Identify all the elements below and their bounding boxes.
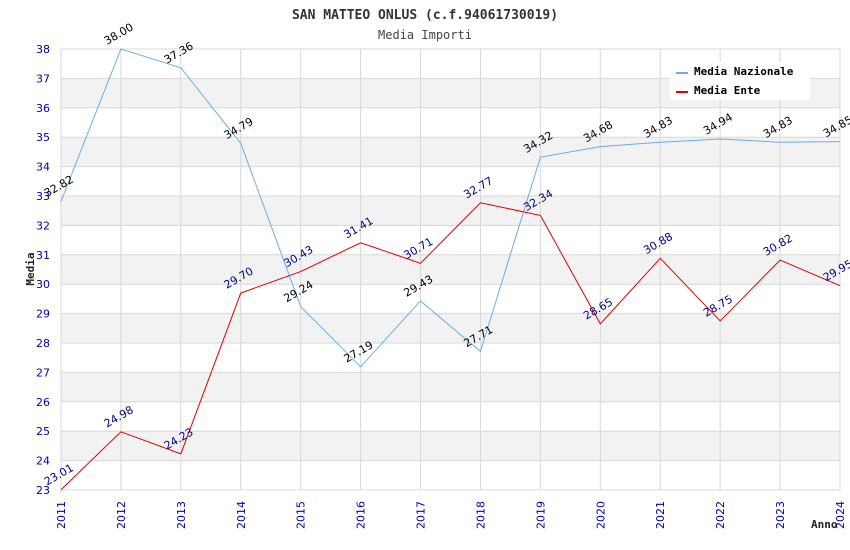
x-axis-label: Anno (811, 518, 838, 531)
y-tick-label: 33 (36, 190, 50, 203)
x-tick-label: 2019 (534, 501, 547, 529)
data-label-naz: 34.85 (821, 113, 850, 140)
grid-band (61, 196, 840, 226)
x-tick-label: 2022 (714, 501, 727, 529)
series-lines (60, 48, 841, 491)
y-axis-ticks: 23 24 25 26 27 28 29 30 31 32 33 34 35 36 37 38 (36, 43, 50, 497)
x-tick-label: 2013 (175, 501, 188, 529)
y-tick-label: 28 (36, 337, 50, 350)
x-tick-label: 2021 (654, 501, 667, 529)
y-tick-label: 32 (36, 219, 50, 232)
x-tick-label: 2014 (235, 501, 248, 529)
x-tick-label: 2016 (355, 501, 368, 529)
y-tick-label: 37 (36, 72, 50, 85)
data-label-ente: 30.88 (641, 230, 675, 257)
x-axis-ticks: 2011 2012 2013 2014 2015 2016 2017 2018 2019 2020… (55, 501, 847, 529)
plot-background (61, 78, 840, 461)
legend-box (670, 62, 810, 100)
y-tick-label: 31 (36, 249, 50, 262)
data-label-naz: 34.94 (701, 111, 735, 138)
y-tick-label: 38 (36, 43, 50, 56)
x-tick-label: 2020 (594, 501, 607, 529)
y-tick-label: 25 (36, 425, 50, 438)
series-line-naz (60, 48, 841, 368)
legend: Media Nazionale Media Ente (670, 62, 810, 100)
y-tick-label: 23 (36, 484, 50, 497)
x-tick-label: 2023 (774, 501, 787, 529)
y-tick-label: 26 (36, 396, 50, 409)
y-tick-label: 24 (36, 455, 50, 468)
series-line-ente (60, 202, 841, 491)
legend-label-naz: Media Nazionale (694, 65, 794, 78)
y-tick-label: 34 (36, 161, 50, 174)
legend-label-ente: Media Ente (694, 84, 761, 97)
grid-lines (60, 48, 841, 491)
x-tick-label: 2018 (474, 501, 487, 529)
y-axis-label: Media (24, 252, 37, 285)
x-tick-label: 2024 (834, 501, 847, 529)
data-label-naz: 37.36 (162, 39, 196, 66)
grid-band (61, 254, 840, 285)
x-tick-label: 2015 (295, 501, 308, 529)
x-tick-label: 2017 (415, 501, 428, 529)
chart-title: SAN MATTEO ONLUS (c.f.94061730019) (292, 8, 558, 23)
y-tick-label: 35 (36, 131, 50, 144)
grid-band (61, 431, 840, 461)
x-tick-label: 2012 (115, 501, 128, 529)
data-label-naz: 38.00 (102, 21, 136, 48)
y-tick-label: 30 (36, 278, 50, 291)
y-tick-label: 36 (36, 102, 50, 115)
grid-band (61, 313, 840, 343)
grid-band (61, 372, 840, 402)
grid-band (61, 137, 840, 167)
data-label-ente: 24.98 (102, 403, 136, 430)
x-tick-label: 2011 (55, 501, 68, 529)
y-tick-label: 27 (36, 366, 50, 379)
chart-subtitle: Media Importi (378, 28, 472, 42)
y-tick-label: 29 (36, 308, 50, 321)
